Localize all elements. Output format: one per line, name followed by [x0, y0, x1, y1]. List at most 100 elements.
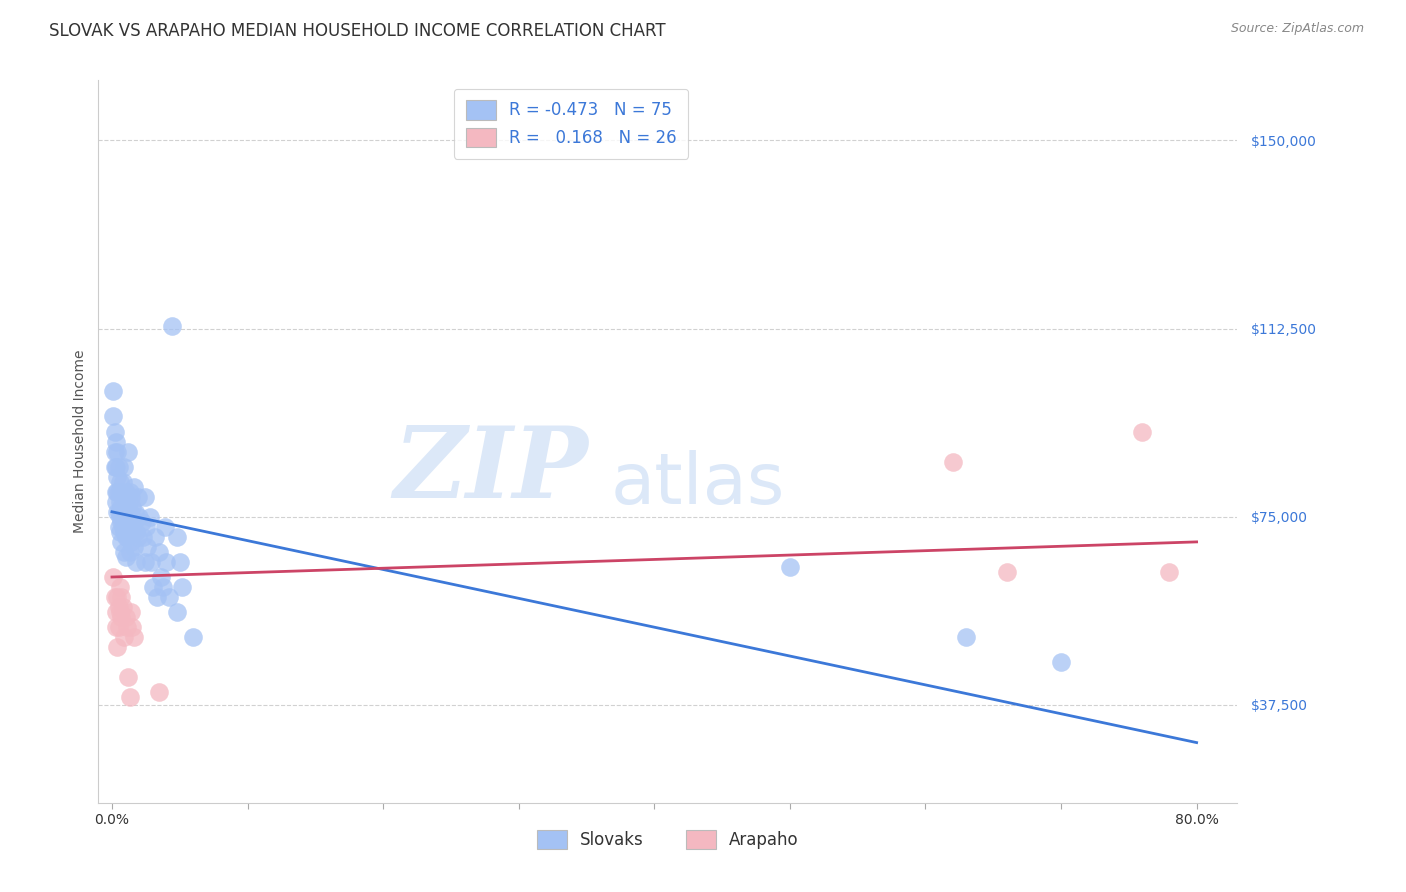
- Point: [955, 630, 977, 644]
- Point: [108, 494, 131, 508]
- Point: [117, 520, 139, 534]
- Point: [111, 600, 134, 615]
- Text: SLOVAK VS ARAPAHO MEDIAN HOUSEHOLD INCOME CORRELATION CHART: SLOVAK VS ARAPAHO MEDIAN HOUSEHOLD INCOM…: [49, 22, 666, 40]
- Point: [118, 505, 141, 519]
- Point: [107, 469, 129, 483]
- Point: [115, 509, 138, 524]
- Point: [110, 534, 132, 549]
- Point: [112, 524, 135, 539]
- Point: [142, 580, 165, 594]
- Point: [114, 610, 136, 624]
- Point: [107, 505, 129, 519]
- Point: [183, 630, 205, 644]
- Point: [110, 484, 132, 499]
- Legend: Slovaks, Arapaho: Slovaks, Arapaho: [530, 823, 806, 856]
- Point: [107, 444, 129, 458]
- Point: [118, 545, 141, 559]
- Point: [157, 590, 180, 604]
- Point: [104, 590, 127, 604]
- Point: [107, 640, 129, 655]
- Point: [114, 530, 136, 544]
- Point: [111, 520, 134, 534]
- Point: [103, 409, 125, 424]
- Point: [120, 605, 142, 619]
- Point: [136, 540, 159, 554]
- Point: [127, 530, 149, 544]
- Point: [104, 444, 127, 458]
- Text: Source: ZipAtlas.com: Source: ZipAtlas.com: [1230, 22, 1364, 36]
- Point: [118, 484, 141, 499]
- Point: [107, 459, 129, 474]
- Point: [104, 425, 127, 439]
- Point: [115, 530, 138, 544]
- Point: [1132, 425, 1154, 439]
- Point: [128, 509, 150, 524]
- Point: [160, 319, 183, 334]
- Point: [110, 610, 132, 624]
- Point: [107, 590, 129, 604]
- Point: [122, 630, 145, 644]
- Point: [112, 545, 135, 559]
- Point: [166, 530, 188, 544]
- Point: [105, 434, 128, 449]
- Point: [1159, 565, 1181, 579]
- Point: [148, 685, 170, 699]
- Point: [117, 444, 139, 458]
- Point: [103, 384, 125, 399]
- Point: [105, 605, 128, 619]
- Point: [127, 490, 149, 504]
- Point: [112, 494, 135, 508]
- Point: [105, 484, 128, 499]
- Point: [135, 520, 157, 534]
- Point: [122, 540, 145, 554]
- Point: [108, 509, 131, 524]
- Point: [114, 549, 136, 564]
- Point: [107, 520, 129, 534]
- Point: [111, 505, 134, 519]
- Point: [120, 515, 142, 529]
- Point: [169, 555, 191, 569]
- Point: [105, 459, 128, 474]
- Point: [145, 590, 167, 604]
- Point: [114, 484, 136, 499]
- Point: [107, 600, 129, 615]
- Text: ZIP: ZIP: [394, 422, 588, 518]
- Point: [139, 509, 162, 524]
- Point: [122, 480, 145, 494]
- Point: [132, 530, 155, 544]
- Point: [942, 454, 965, 468]
- Point: [105, 494, 128, 508]
- Point: [120, 534, 142, 549]
- Point: [122, 515, 145, 529]
- Point: [108, 580, 131, 594]
- Point: [152, 580, 174, 594]
- Point: [107, 484, 129, 499]
- Point: [131, 515, 153, 529]
- Point: [104, 459, 127, 474]
- Point: [108, 605, 131, 619]
- Point: [107, 505, 129, 519]
- Point: [125, 555, 148, 569]
- Point: [115, 620, 138, 634]
- Point: [110, 500, 132, 514]
- Point: [134, 490, 156, 504]
- Point: [107, 620, 129, 634]
- Point: [172, 580, 194, 594]
- Point: [114, 509, 136, 524]
- Point: [121, 620, 143, 634]
- Point: [124, 505, 146, 519]
- Point: [1050, 655, 1073, 669]
- Point: [115, 490, 138, 504]
- Point: [112, 630, 135, 644]
- Point: [107, 484, 129, 499]
- Point: [153, 520, 176, 534]
- Point: [110, 515, 132, 529]
- Point: [108, 524, 131, 539]
- Point: [121, 500, 143, 514]
- Point: [148, 545, 170, 559]
- Point: [120, 490, 142, 504]
- Point: [111, 475, 134, 489]
- Point: [118, 690, 141, 705]
- Point: [155, 555, 177, 569]
- Y-axis label: Median Household Income: Median Household Income: [73, 350, 87, 533]
